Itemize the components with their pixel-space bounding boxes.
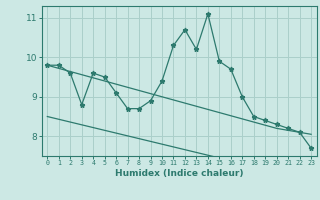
X-axis label: Humidex (Indice chaleur): Humidex (Indice chaleur) bbox=[115, 169, 244, 178]
